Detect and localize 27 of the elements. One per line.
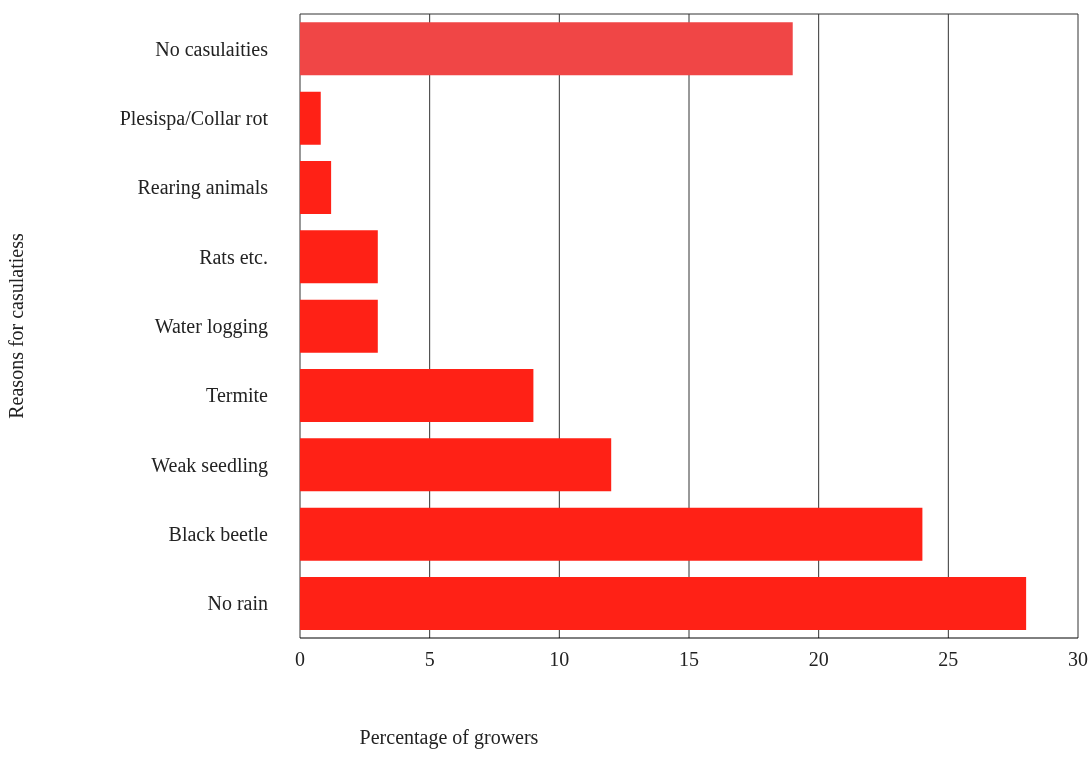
bar: [300, 160, 332, 214]
bar: [300, 576, 1027, 630]
y-tick-label: Water logging: [154, 315, 268, 339]
x-axis-title: Percentage of growers: [359, 726, 539, 749]
x-tick-label: 5: [424, 648, 435, 671]
x-tick-label: 25: [938, 648, 959, 671]
x-tick-label: 10: [549, 648, 570, 671]
y-tick-label: Rats etc.: [199, 245, 268, 268]
x-tick-label: 15: [679, 648, 699, 671]
y-axis-title: Reasons for casulatiess: [5, 233, 28, 419]
x-tick-label: 0: [295, 648, 305, 671]
x-tick-label: 20: [808, 648, 829, 671]
y-tick-label: Plesispa/Collar rot: [119, 107, 269, 131]
y-tick-label: Weak seedling: [151, 453, 268, 477]
bar: [300, 230, 378, 284]
y-tick-label: Black beetle: [168, 523, 269, 546]
bar: [300, 91, 321, 145]
bar: [300, 22, 793, 76]
bar: [300, 299, 378, 353]
y-tick-label: Termite: [206, 384, 269, 407]
y-tick-label: No rain: [207, 592, 268, 615]
bar: [300, 368, 534, 422]
bar: [300, 507, 923, 561]
y-tick-label: Rearing animals: [137, 176, 269, 200]
x-tick-label: 30: [1068, 648, 1088, 671]
bar: [300, 438, 612, 492]
y-tick-label: No casulaities: [155, 37, 269, 60]
